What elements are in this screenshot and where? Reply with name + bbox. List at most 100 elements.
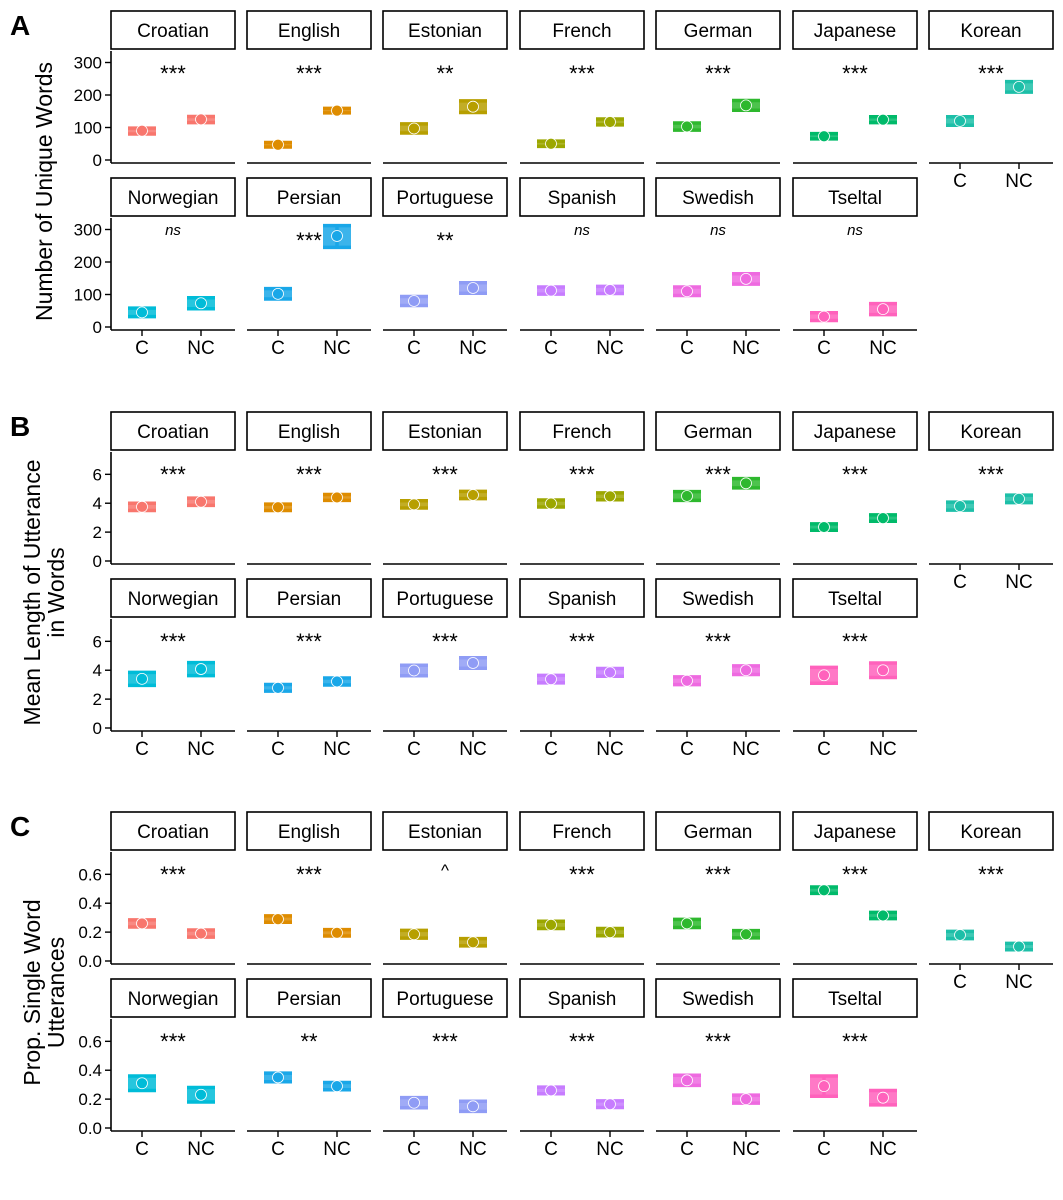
- x-tick-label: C: [407, 338, 421, 359]
- errorbar-nc: [869, 113, 897, 126]
- x-tick-label: NC: [187, 739, 214, 760]
- y-tick-label: 0.0: [78, 1119, 102, 1138]
- facet-spanish: Spanish *** C NC: [519, 978, 645, 1160]
- facet-strip: [655, 578, 781, 618]
- facet-tseltal: Tseltal *** C NC: [792, 578, 918, 760]
- x-tick-label: C: [953, 171, 967, 192]
- facet-english: English ***: [246, 411, 372, 565]
- significance-label: ns: [847, 222, 863, 239]
- mean-point: [136, 672, 148, 685]
- facet-strip: [928, 411, 1054, 451]
- mean-point: [604, 1098, 616, 1111]
- errorbar-c: [673, 1073, 701, 1088]
- mean-point: [408, 498, 420, 511]
- x-tick-label: NC: [459, 739, 486, 760]
- mean-point: [877, 1091, 889, 1104]
- significance-label: ***: [296, 862, 322, 887]
- significance-label: ***: [296, 61, 322, 86]
- x-tick-label: C: [817, 338, 831, 359]
- facet-title: Portuguese: [396, 589, 493, 610]
- y-axis-label-line: Utterances: [43, 937, 69, 1048]
- errorbar-c: [400, 498, 428, 511]
- errorbar-c: [537, 673, 565, 686]
- errorbar-nc: [596, 926, 624, 939]
- mean-point: [604, 926, 616, 939]
- panel-letter: A: [10, 10, 30, 41]
- x-tick-label: NC: [869, 1139, 896, 1160]
- facet-strip: [246, 811, 372, 851]
- facet-strip: [792, 411, 918, 451]
- y-tick-label: 100: [74, 119, 102, 138]
- mean-point: [272, 138, 284, 151]
- mean-point: [545, 137, 557, 150]
- x-tick-label: C: [817, 1139, 831, 1160]
- x-tick-label: NC: [187, 338, 214, 359]
- mean-point: [604, 284, 616, 296]
- errorbar-c: [128, 306, 156, 319]
- facet-strip: [792, 811, 918, 851]
- errorbar-c: [810, 130, 838, 143]
- facet-strip: [655, 177, 781, 217]
- facet-norwegian: Norwegian ns 0 100 200 300 C NC: [74, 177, 236, 359]
- facet-spanish: Spanish ns C NC: [519, 177, 645, 359]
- facet-japanese: Japanese ***: [792, 411, 918, 565]
- panel-c: C Prop. Single WordUtterances Croatian *** 0…: [10, 811, 1054, 1160]
- errorbar-nc: [596, 1098, 624, 1111]
- facet-strip: [792, 978, 918, 1018]
- facet-title: English: [278, 822, 340, 843]
- mean-point: [136, 1077, 148, 1090]
- facet-strip: [382, 811, 508, 851]
- significance-label: ***: [842, 61, 868, 86]
- y-tick-label: 0.6: [78, 1032, 102, 1051]
- facet-title: Portuguese: [396, 989, 493, 1010]
- mean-point: [877, 664, 889, 677]
- errorbar-c: [810, 521, 838, 533]
- mean-point: [136, 917, 148, 930]
- mean-point: [818, 310, 830, 323]
- mean-point: [604, 666, 616, 679]
- x-tick-label: NC: [732, 1139, 759, 1160]
- facet-strip: [246, 10, 372, 50]
- errorbar-c: [400, 122, 428, 135]
- errorbar-nc: [459, 656, 487, 670]
- x-tick-label: NC: [323, 739, 350, 760]
- facet-title: Korean: [960, 822, 1021, 843]
- errorbar-c: [264, 1071, 292, 1084]
- mean-point: [818, 130, 830, 143]
- x-tick-label: NC: [732, 338, 759, 359]
- errorbar-nc: [187, 113, 215, 126]
- errorbar-nc: [869, 909, 897, 922]
- facet-title: French: [552, 21, 611, 42]
- facet-title: French: [552, 822, 611, 843]
- mean-point: [877, 512, 889, 524]
- y-tick-label: 0: [93, 719, 102, 738]
- facet-strip: [792, 10, 918, 50]
- facet-german: German ***: [655, 411, 781, 565]
- significance-label: **: [436, 228, 454, 253]
- errorbar-nc: [596, 284, 624, 296]
- significance-label: ***: [705, 1029, 731, 1054]
- x-tick-label: C: [817, 739, 831, 760]
- mean-point: [954, 500, 966, 513]
- mean-point: [604, 116, 616, 128]
- errorbar-c: [810, 665, 838, 685]
- x-tick-label: C: [271, 338, 285, 359]
- errorbar-nc: [323, 491, 351, 504]
- facet-persian: Persian *** C NC: [246, 578, 372, 760]
- y-tick-label: 300: [74, 221, 102, 240]
- facet-croatian: Croatian *** 0 100 200 300: [74, 10, 236, 170]
- errorbar-c: [128, 917, 156, 930]
- facet-title: Tseltal: [828, 989, 882, 1010]
- x-tick-label: NC: [732, 739, 759, 760]
- x-tick-label: NC: [1005, 572, 1032, 593]
- facet-strip: [792, 177, 918, 217]
- y-tick-label: 2: [93, 690, 102, 709]
- significance-label: ***: [296, 228, 322, 253]
- facet-title: Estonian: [408, 21, 482, 42]
- significance-label: **: [300, 1029, 318, 1054]
- facet-strip: [110, 978, 236, 1018]
- mean-point: [954, 115, 966, 127]
- y-tick-label: 200: [74, 86, 102, 105]
- mean-point: [681, 917, 693, 930]
- facet-title: Spanish: [548, 989, 617, 1010]
